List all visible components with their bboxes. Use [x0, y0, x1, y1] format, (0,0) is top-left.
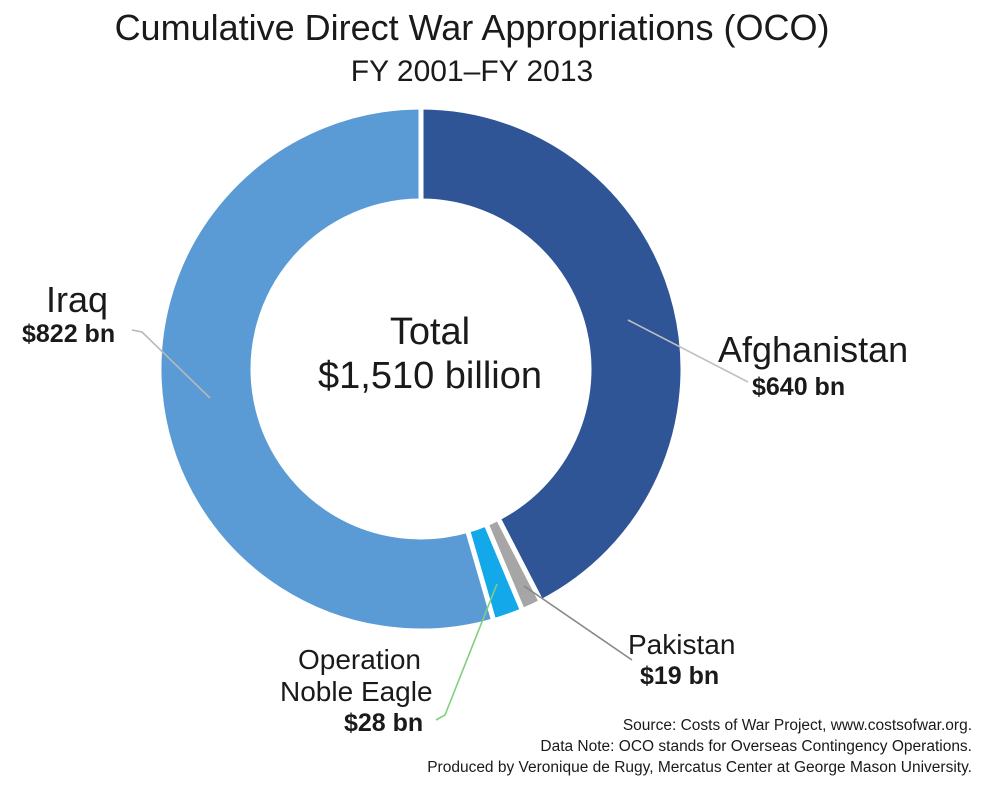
leader-line-afghanistan	[627, 319, 749, 383]
leader-line-iraq	[131, 329, 211, 399]
produced-by-note: Produced by Veronique de Rugy, Mercatus …	[427, 759, 972, 776]
leader-lines	[131, 319, 749, 721]
slice-label-iraq: Iraq	[46, 279, 109, 320]
slice-value-pakistan: $19 bn	[640, 662, 720, 690]
leader-line-noble-eagle	[435, 583, 498, 721]
slice-value-afghanistan: $640 bn	[752, 373, 846, 401]
center-total-label: Total	[389, 311, 471, 353]
leader-line-pakistan	[523, 585, 633, 661]
chart-title: Cumulative Direct War Appropriations (OC…	[114, 7, 830, 48]
slice-label-pakistan: Pakistan	[628, 629, 736, 660]
slice-label-noble-eagle-line1: Operation	[298, 644, 421, 675]
donut-slice-iraq	[156, 104, 497, 634]
slice-label-noble-eagle-line2: Noble Eagle	[280, 676, 433, 707]
donut-slices	[156, 104, 686, 634]
center-total-value: $1,510 billion	[318, 355, 542, 397]
chart-subtitle: FY 2001–FY 2013	[350, 55, 594, 88]
data-note: Data Note: OCO stands for Overseas Conti…	[540, 738, 972, 755]
donut-slice-afghanistan	[418, 104, 686, 605]
source-note: Source: Costs of War Project, www.costso…	[622, 717, 972, 734]
slice-label-afghanistan: Afghanistan	[718, 329, 909, 370]
slice-value-iraq: $822 bn	[22, 320, 116, 348]
slice-value-noble-eagle: $28 bn	[344, 709, 424, 737]
